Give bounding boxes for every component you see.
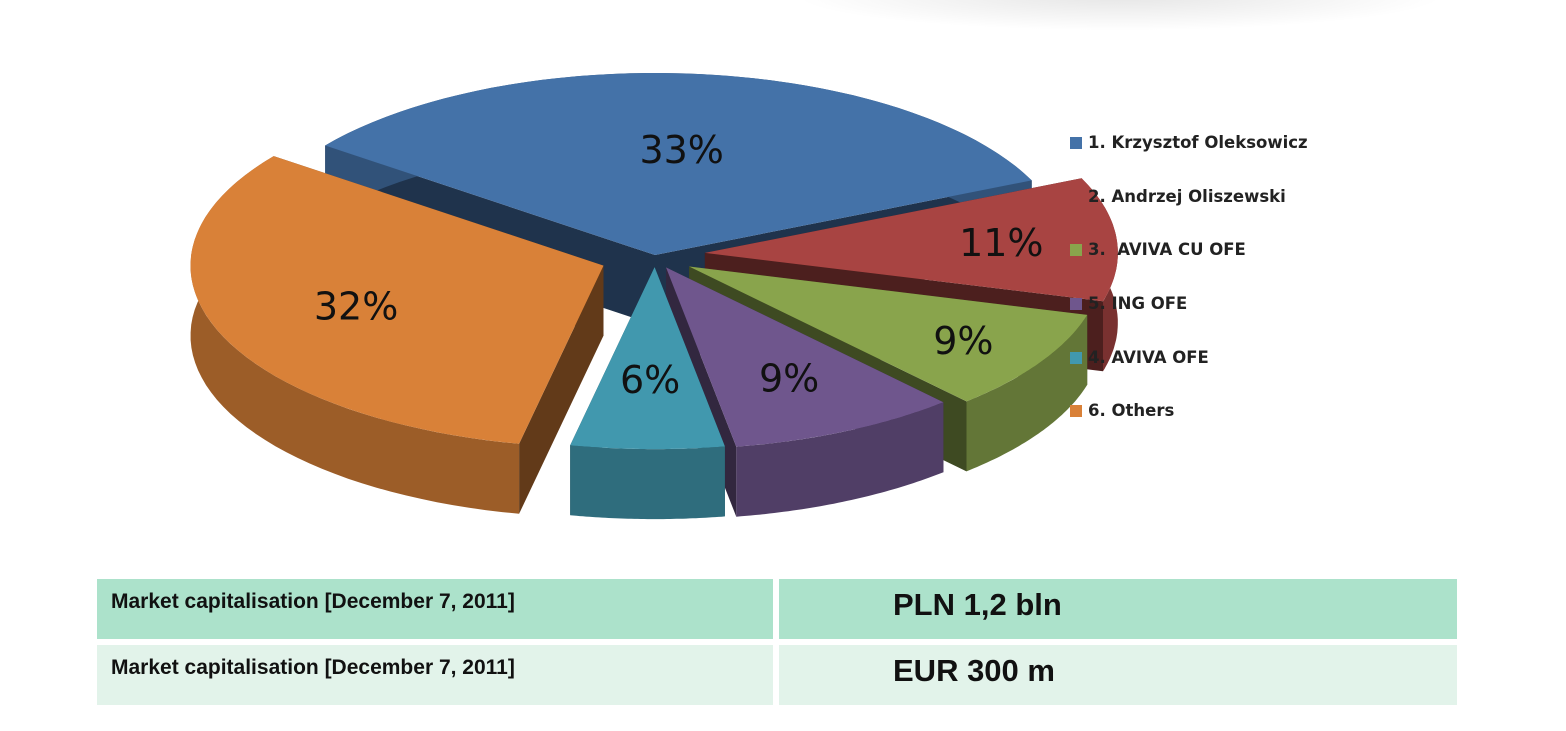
pie-slice-6	[190, 156, 604, 444]
legend-swatch-ing-ofe	[1070, 298, 1082, 310]
pie-data-label: 11%	[959, 221, 1043, 265]
pie-slice-4	[666, 267, 944, 447]
legend-item: 3. AVIVA CU OFE	[1070, 238, 1330, 262]
legend-swatch-others	[1070, 405, 1082, 417]
legend-label: 1. Krzysztof Oleksowicz	[1088, 133, 1308, 152]
pie-slice-side	[190, 156, 520, 514]
pie-data-labels: 33% 11% 9% 9% 6% 32%	[314, 128, 1044, 402]
legend-label: 3. AVIVA CU OFE	[1088, 240, 1246, 259]
pie-data-label: 6%	[620, 358, 680, 402]
pie-slice-side	[966, 314, 1088, 472]
legend-swatch-aviva-ofe	[1070, 352, 1082, 364]
pie-slice-5	[570, 267, 725, 450]
legend-label: 2. Andrzej Oliszewski	[1088, 187, 1286, 206]
pie-slice-3	[689, 266, 1088, 402]
legend-item: 2. Andrzej Oliszewski	[1070, 185, 1330, 209]
pie-data-label: 32%	[314, 285, 398, 329]
pie-data-label: 9%	[933, 319, 993, 363]
legend-item: 5. ING OFE	[1070, 292, 1330, 316]
market-cap-label: Market capitalisation [December 7, 2011]	[97, 579, 773, 639]
market-cap-label: Market capitalisation [December 7, 2011]	[97, 645, 773, 705]
legend-swatch-aviva-cu-ofe	[1070, 244, 1082, 256]
pie-slice-side	[736, 402, 944, 517]
pie-data-label: 33%	[639, 128, 723, 172]
table-row: Market capitalisation [December 7, 2011]…	[97, 579, 1457, 639]
legend-item: 6. Others	[1070, 399, 1330, 423]
legend-item: 4. AVIVA OFE	[1070, 346, 1330, 370]
legend-item: 1. Krzysztof Oleksowicz	[1070, 131, 1330, 155]
market-cap-value: EUR 300 m	[779, 645, 1457, 705]
legend-label: 5. ING OFE	[1088, 294, 1188, 313]
pie-top-faces	[190, 73, 1118, 450]
pie-slice-2	[704, 178, 1118, 302]
legend-label: 6. Others	[1088, 401, 1175, 420]
table-row: Market capitalisation [December 7, 2011]…	[97, 645, 1457, 705]
legend-swatch-krzysztof-oleksowicz	[1070, 137, 1082, 149]
pie-data-label: 9%	[759, 357, 819, 401]
pie-slice-1	[325, 73, 1032, 255]
pie-slice-side	[570, 445, 725, 520]
legend-swatch-andrzej-oliszewski	[1070, 191, 1082, 203]
legend-label: 4. AVIVA OFE	[1088, 348, 1209, 367]
market-cap-value: PLN 1,2 bln	[779, 579, 1457, 639]
